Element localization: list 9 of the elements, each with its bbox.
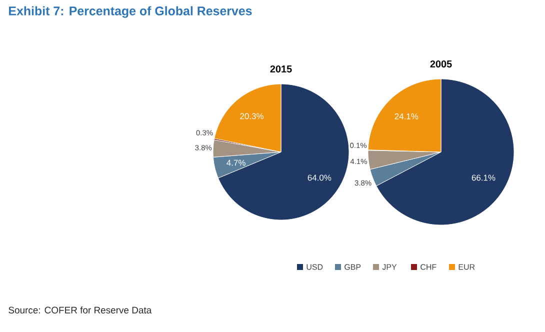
data-label: 24.1% [394,113,418,120]
chart-title: 2005 [430,60,452,68]
data-label: 64.0% [308,174,332,181]
data-label: 4.7% [226,160,246,166]
source-note: Source: COFER for Reserve Data [8,306,152,314]
text: Exhibit 7: Percentage of Global Reserves [9,6,252,18]
chart-title: 2015 [270,65,292,72]
data-label: 66.1% [472,174,496,181]
data-label: 20.3% [240,113,264,120]
